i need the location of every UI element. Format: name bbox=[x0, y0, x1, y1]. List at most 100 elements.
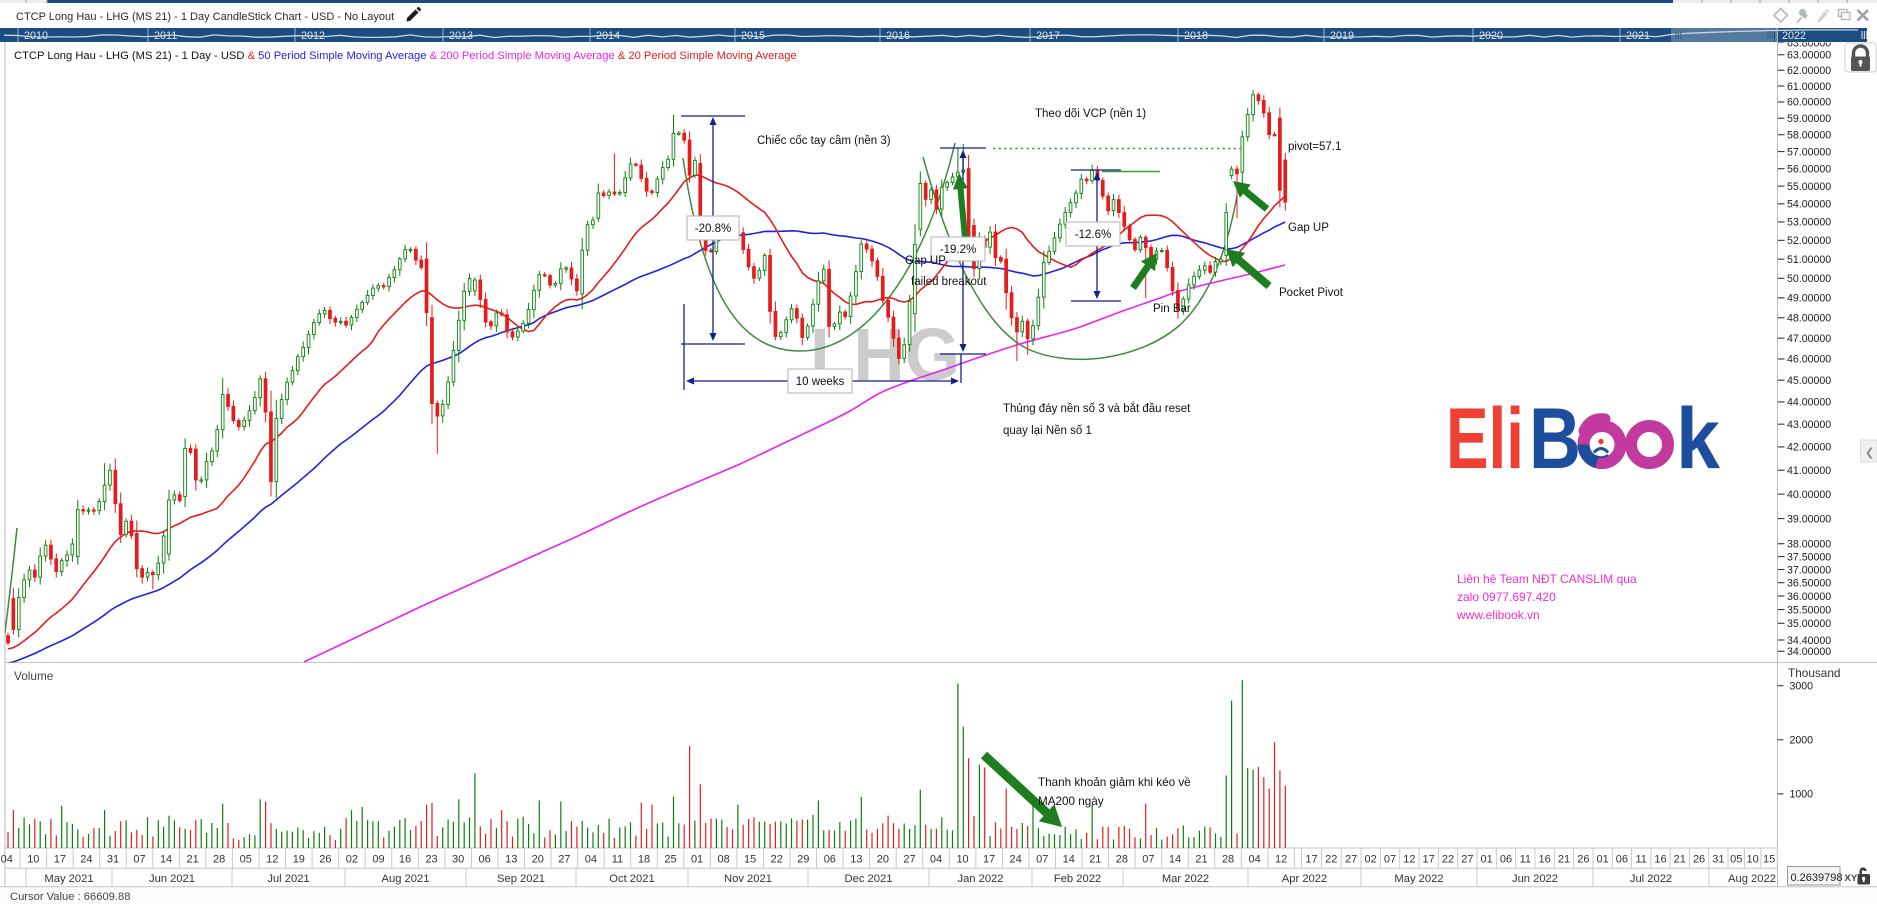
svg-text:Jun 2022: Jun 2022 bbox=[1512, 873, 1558, 885]
svg-text:35.00000: 35.00000 bbox=[1787, 618, 1831, 630]
svg-text:Aug 2021: Aug 2021 bbox=[382, 873, 430, 885]
svg-text:01: 01 bbox=[1597, 854, 1609, 866]
svg-text:36.00000: 36.00000 bbox=[1787, 591, 1831, 603]
svg-text:35.50000: 35.50000 bbox=[1787, 604, 1831, 616]
svg-text:2019: 2019 bbox=[1330, 30, 1354, 42]
svg-text:07: 07 bbox=[1142, 854, 1154, 866]
svg-text:2012: 2012 bbox=[301, 30, 325, 42]
svg-text:21: 21 bbox=[187, 854, 199, 866]
svg-text:26: 26 bbox=[1693, 854, 1705, 866]
svg-text:Jan 2022: Jan 2022 bbox=[957, 873, 1003, 885]
svg-text:2014: 2014 bbox=[596, 30, 620, 42]
svg-text:14: 14 bbox=[1169, 854, 1181, 866]
svg-text:17: 17 bbox=[54, 854, 66, 866]
svg-text:30: 30 bbox=[452, 854, 464, 866]
svg-text:46.00000: 46.00000 bbox=[1787, 354, 1831, 366]
svg-text:B: B bbox=[1529, 391, 1581, 487]
svg-text:14: 14 bbox=[1063, 854, 1075, 866]
svg-text:21: 21 bbox=[1195, 854, 1207, 866]
svg-text:MA200 ngày: MA200 ngày bbox=[1038, 795, 1104, 808]
svg-text:36.50000: 36.50000 bbox=[1787, 577, 1831, 589]
svg-text:Theo dõi VCP (nền 1): Theo dõi VCP (nền 1) bbox=[1035, 108, 1146, 120]
svg-text:24: 24 bbox=[80, 854, 92, 866]
svg-text:43.00000: 43.00000 bbox=[1787, 419, 1831, 431]
svg-text:60.00000: 60.00000 bbox=[1787, 97, 1831, 109]
svg-text:Liên hệ Team NĐT CANSLIM qua: Liên hệ Team NĐT CANSLIM qua bbox=[1457, 572, 1637, 586]
svg-text:04: 04 bbox=[1249, 854, 1261, 866]
svg-text:48.00000: 48.00000 bbox=[1787, 313, 1831, 325]
svg-text:25: 25 bbox=[664, 854, 676, 866]
svg-text:23: 23 bbox=[425, 854, 437, 866]
svg-text:38.00000: 38.00000 bbox=[1787, 539, 1831, 551]
svg-text:04: 04 bbox=[1, 854, 13, 866]
svg-text:Volume: Volume bbox=[14, 669, 54, 683]
svg-text:2020: 2020 bbox=[1479, 30, 1503, 42]
svg-text:Jun 2021: Jun 2021 bbox=[149, 873, 195, 885]
svg-text:3000: 3000 bbox=[1790, 681, 1814, 693]
svg-text:Jul 2022: Jul 2022 bbox=[1630, 873, 1672, 885]
svg-text:2018: 2018 bbox=[1184, 30, 1208, 42]
svg-text:24: 24 bbox=[1010, 854, 1022, 866]
svg-text:2017: 2017 bbox=[1036, 30, 1060, 42]
svg-text:27: 27 bbox=[903, 854, 915, 866]
svg-text:www.elibook.vn: www.elibook.vn bbox=[1456, 608, 1540, 622]
svg-text:41.00000: 41.00000 bbox=[1787, 465, 1831, 477]
svg-text:-12.6%: -12.6% bbox=[1075, 229, 1111, 241]
svg-text:42.00000: 42.00000 bbox=[1787, 442, 1831, 454]
svg-text:21: 21 bbox=[1558, 854, 1570, 866]
svg-text:Feb 2022: Feb 2022 bbox=[1054, 873, 1101, 885]
svg-text:2015: 2015 bbox=[741, 30, 765, 42]
svg-text:21: 21 bbox=[1674, 854, 1686, 866]
svg-text:16: 16 bbox=[1654, 854, 1666, 866]
svg-text:pivot=57.1: pivot=57.1 bbox=[1288, 141, 1341, 153]
svg-text:04: 04 bbox=[585, 854, 597, 866]
svg-text:2021: 2021 bbox=[1626, 30, 1650, 42]
svg-text:01: 01 bbox=[691, 854, 703, 866]
svg-text:12: 12 bbox=[266, 854, 278, 866]
svg-text:12: 12 bbox=[1275, 854, 1287, 866]
svg-text:15: 15 bbox=[744, 854, 756, 866]
svg-text:Nov 2021: Nov 2021 bbox=[724, 873, 772, 885]
svg-text:17: 17 bbox=[983, 854, 995, 866]
svg-text:49.00000: 49.00000 bbox=[1787, 293, 1831, 305]
svg-text:58.00000: 58.00000 bbox=[1787, 130, 1831, 142]
svg-text:39.00000: 39.00000 bbox=[1787, 513, 1831, 525]
svg-text:61.00000: 61.00000 bbox=[1787, 81, 1831, 93]
svg-text:17: 17 bbox=[1423, 854, 1435, 866]
svg-text:59.00000: 59.00000 bbox=[1787, 113, 1831, 125]
svg-text:Thanh khoản giảm khi kéo về: Thanh khoản giảm khi kéo về bbox=[1038, 776, 1191, 789]
svg-text:28: 28 bbox=[213, 854, 225, 866]
svg-text:52.00000: 52.00000 bbox=[1787, 235, 1831, 247]
svg-text:10: 10 bbox=[27, 854, 39, 866]
svg-text:07: 07 bbox=[133, 854, 145, 866]
svg-text:27: 27 bbox=[558, 854, 570, 866]
svg-text:2022: 2022 bbox=[1782, 30, 1806, 42]
svg-text:Mar 2022: Mar 2022 bbox=[1162, 873, 1209, 885]
svg-text:Thousand: Thousand bbox=[1788, 666, 1840, 680]
svg-text:0.2639798: 0.2639798 bbox=[1791, 872, 1843, 884]
svg-text:Thủng đáy nền số 3 và bắt đầu: Thủng đáy nền số 3 và bắt đầu reset bbox=[1003, 402, 1191, 415]
svg-text:Jul 2021: Jul 2021 bbox=[267, 873, 309, 885]
svg-text:XY: XY bbox=[1845, 873, 1858, 884]
svg-text:06: 06 bbox=[824, 854, 836, 866]
svg-text:19: 19 bbox=[293, 854, 305, 866]
svg-text:Sep 2021: Sep 2021 bbox=[497, 873, 545, 885]
svg-text:11: 11 bbox=[612, 854, 623, 866]
svg-text:53.00000: 53.00000 bbox=[1787, 217, 1831, 229]
svg-text:26: 26 bbox=[319, 854, 331, 866]
svg-text:Pocket Pivot: Pocket Pivot bbox=[1279, 287, 1344, 299]
svg-text:28: 28 bbox=[1116, 854, 1128, 866]
svg-text:37.50000: 37.50000 bbox=[1787, 551, 1831, 563]
svg-text:02: 02 bbox=[346, 854, 358, 866]
svg-text:26: 26 bbox=[1577, 854, 1589, 866]
svg-text:06: 06 bbox=[1616, 854, 1628, 866]
svg-text:02: 02 bbox=[1365, 854, 1377, 866]
svg-text:31: 31 bbox=[1712, 854, 1724, 866]
svg-text:28: 28 bbox=[1222, 854, 1234, 866]
svg-text:CTCP Long Hau - LHG (MS 21) -: CTCP Long Hau - LHG (MS 21) - 1 Day - US… bbox=[14, 50, 797, 62]
svg-text:18: 18 bbox=[638, 854, 650, 866]
svg-text:01: 01 bbox=[1481, 854, 1493, 866]
svg-text:14: 14 bbox=[160, 854, 172, 866]
svg-text:-20.8%: -20.8% bbox=[695, 223, 731, 235]
svg-text:Dec 2021: Dec 2021 bbox=[845, 873, 893, 885]
